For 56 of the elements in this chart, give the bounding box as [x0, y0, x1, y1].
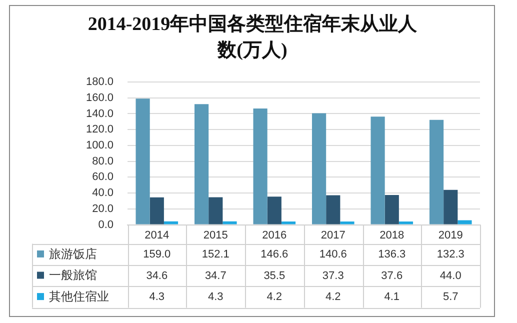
data-label: 159.0: [143, 248, 171, 260]
data-label: 44.0: [440, 270, 462, 282]
bar: [384, 194, 399, 224]
data-label: 5.7: [442, 291, 458, 304]
bar: [208, 197, 223, 224]
data-label: 140.6: [319, 248, 347, 260]
data-label: 146.6: [260, 248, 288, 260]
bar: [458, 220, 472, 224]
legend-label: 旅游饭店: [49, 246, 97, 261]
x-tick-label: 2016: [262, 229, 287, 242]
bar: [370, 116, 385, 224]
data-label: 132.3: [436, 248, 464, 260]
y-tick-label: 180.0: [86, 76, 114, 88]
x-tick-label: 2019: [438, 229, 463, 242]
x-tick-label: 2015: [203, 229, 228, 242]
y-tick-label: 100.0: [86, 140, 114, 152]
bar: [429, 120, 444, 224]
x-tick-label: 2017: [320, 229, 346, 242]
bar: [326, 195, 340, 224]
data-label: 34.6: [146, 270, 168, 282]
data-label: 4.3: [208, 291, 224, 304]
x-tick-label: 2018: [380, 229, 404, 242]
chart-title: 2014-2019年中国各类型住宿年末从业人数(万人): [86, 12, 418, 63]
bar: [222, 221, 237, 224]
data-label: 4.1: [384, 291, 400, 304]
data-label: 37.3: [322, 270, 344, 282]
y-tick-label: 0.0: [98, 218, 114, 231]
y-tick-label: 20.0: [92, 202, 114, 215]
data-label: 4.2: [325, 291, 341, 304]
legend-label: 一般旅馆: [49, 268, 97, 282]
data-label: 136.3: [378, 248, 406, 260]
bar: [312, 113, 326, 224]
y-tick-label: 160.0: [86, 92, 114, 104]
bar: [194, 104, 209, 224]
data-label: 37.6: [381, 270, 403, 282]
bar: [253, 108, 268, 224]
x-tick-label: 2014: [144, 229, 170, 242]
bar: [444, 190, 458, 224]
y-tick-label: 40.0: [92, 187, 114, 200]
data-label: 4.2: [266, 291, 282, 304]
y-tick-label: 80.0: [92, 155, 114, 168]
bar: [136, 98, 150, 224]
data-label: 4.3: [149, 291, 165, 304]
y-tick-label: 140.0: [86, 108, 114, 120]
bar: [164, 221, 178, 224]
legend-label: 其他住宿业: [49, 289, 109, 304]
data-label: 34.7: [204, 270, 226, 282]
bar: [340, 221, 354, 224]
data-label: 35.5: [264, 270, 286, 282]
bar: [267, 196, 282, 224]
y-tick-label: 60.0: [92, 171, 114, 184]
bar: [150, 197, 164, 224]
bar: [398, 222, 414, 224]
bar: [281, 221, 296, 224]
data-label: 152.1: [202, 248, 230, 260]
y-tick-label: 120.0: [86, 124, 114, 136]
